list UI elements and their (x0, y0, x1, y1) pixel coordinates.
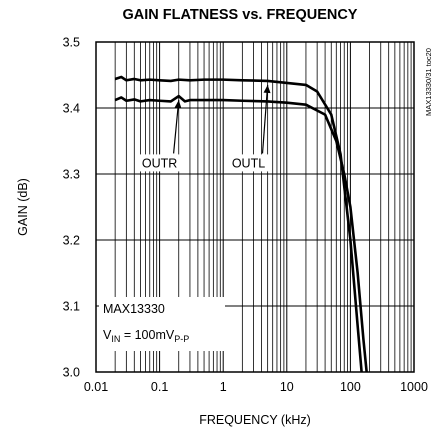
x-tick-label: 0.1 (151, 380, 168, 394)
series-line-outl (114, 75, 363, 373)
callout-label-outr: OUTR (142, 156, 177, 170)
x-tick-label: 100 (340, 380, 361, 394)
callout-arrow-head (174, 100, 182, 109)
series-callouts: OUTR OUTL (138, 84, 271, 172)
chart-series (114, 75, 368, 373)
callout-arrow-line (173, 100, 180, 154)
x-axis-label: FREQUENCY (kHz) (199, 413, 311, 427)
side-label: MAX13330/31 toc20 (424, 48, 433, 116)
y-axis-ticks: 3.0 3.1 3.2 3.3 3.4 3.5 (63, 36, 80, 380)
callout-arrow-line (261, 84, 269, 154)
x-axis-ticks: 0.01 0.1 1 10 100 1000 (84, 380, 428, 394)
chart-title: GAIN FLATNESS vs. FREQUENCY (123, 7, 358, 23)
annotation-part: MAX13330 (103, 302, 165, 316)
annotation-vin: VIN = 100mVP-P (103, 328, 189, 344)
y-tick-label: 3.1 (63, 300, 80, 314)
vin-mid: = 100mV (120, 328, 175, 342)
x-tick-label: 1 (220, 380, 227, 394)
y-tick-label: 3.4 (63, 102, 80, 116)
y-tick-label: 3.2 (63, 234, 80, 248)
vin-sub: IN (111, 334, 120, 344)
y-axis-label: GAIN (dB) (16, 178, 30, 236)
vin-sub2: P-P (174, 334, 189, 344)
annotation-box-bg (99, 297, 225, 351)
y-tick-label: 3.5 (63, 36, 80, 50)
callout-bg (227, 154, 270, 172)
x-tick-label: 10 (280, 380, 294, 394)
callout-arrow-head (263, 84, 271, 94)
callout-bg (138, 154, 181, 172)
y-tick-label: 3.0 (63, 366, 80, 380)
y-tick-label: 3.3 (63, 168, 80, 182)
x-tick-label: 1000 (400, 380, 428, 394)
callout-label-outl: OUTL (232, 156, 265, 170)
vin-prefix: V (103, 328, 112, 342)
x-tick-label: 0.01 (84, 380, 108, 394)
plot-frame (95, 41, 415, 373)
series-line-outr (114, 94, 368, 373)
